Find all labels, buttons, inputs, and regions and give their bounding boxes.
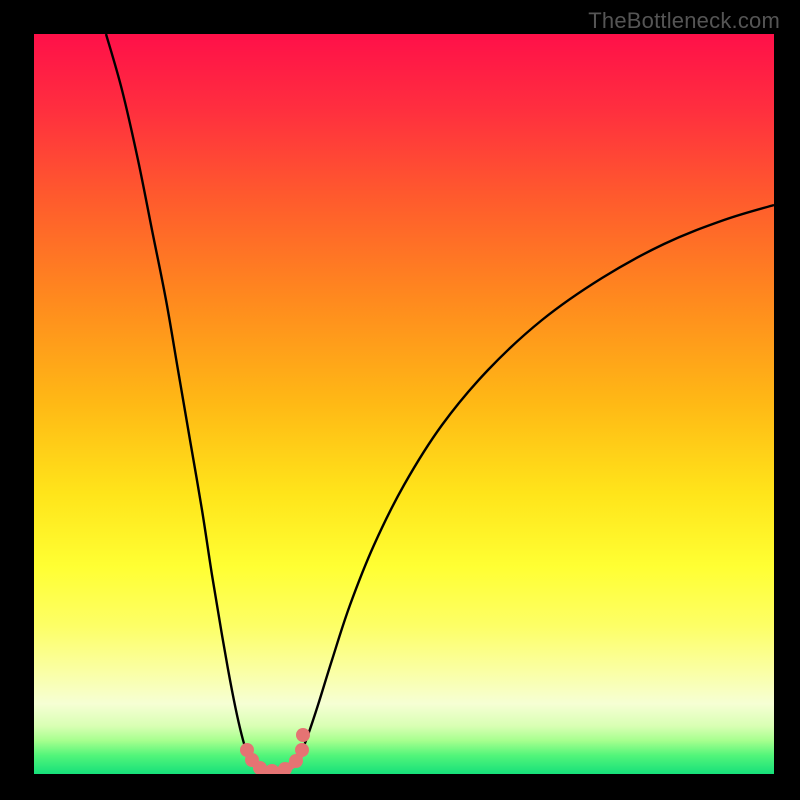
curve-right xyxy=(300,205,774,756)
watermark-text: TheBottleneck.com xyxy=(588,8,780,34)
chart-overlay-svg xyxy=(34,34,774,774)
valley-marker xyxy=(265,764,279,774)
chart-stage: TheBottleneck.com xyxy=(0,0,800,800)
plot-area xyxy=(34,34,774,774)
curve-left xyxy=(106,34,248,756)
valley-marker xyxy=(296,728,310,742)
valley-marker xyxy=(295,743,309,757)
